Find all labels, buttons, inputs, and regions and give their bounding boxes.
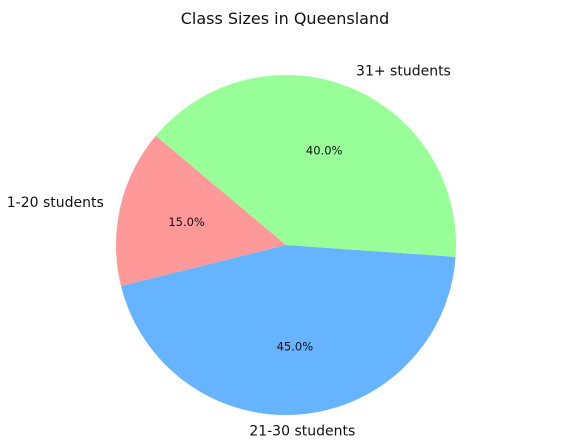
percent-label-31-plus-students: 40.0% <box>306 143 343 157</box>
percent-labels: 15.0% 45.0% 40.0% <box>168 143 342 353</box>
pie-slice-21-30-students <box>121 245 456 415</box>
percent-label-1-20-students: 15.0% <box>168 215 205 229</box>
category-label-21-30-students: 21-30 students <box>249 423 355 439</box>
percent-label-21-30-students: 45.0% <box>277 340 314 354</box>
pie-slices <box>116 75 456 415</box>
chart-title: Class Sizes in Queensland <box>181 9 390 28</box>
category-label-31-plus-students: 31+ students <box>356 64 451 80</box>
pie-slice-31-plus-students <box>155 75 456 257</box>
category-labels: 1-20 students 21-30 students 31+ students <box>7 64 451 440</box>
category-label-1-20-students: 1-20 students <box>7 195 104 211</box>
pie-slice-1-20-students <box>116 135 286 287</box>
